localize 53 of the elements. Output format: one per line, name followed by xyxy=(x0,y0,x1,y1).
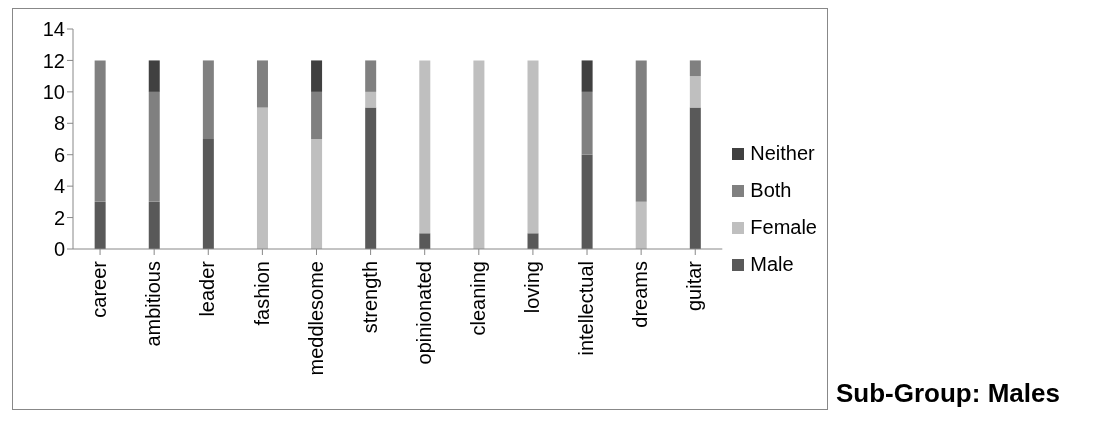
bar xyxy=(311,91,323,139)
legend-label: Male xyxy=(750,253,794,276)
y-tick-label: 12 xyxy=(42,49,65,72)
bar xyxy=(635,201,647,249)
x-tick-label: opinionated xyxy=(412,261,435,365)
bar xyxy=(581,91,593,155)
bar xyxy=(311,60,323,92)
bar xyxy=(148,60,160,92)
bar xyxy=(94,60,106,202)
y-tick-label: 8 xyxy=(53,112,65,135)
y-tick-label: 4 xyxy=(53,175,65,198)
bar xyxy=(148,201,160,249)
bar xyxy=(202,60,214,139)
legend-label: Female xyxy=(750,216,817,239)
x-tick-label: leader xyxy=(196,260,219,317)
bar xyxy=(581,154,593,249)
bar xyxy=(256,60,268,108)
bar xyxy=(365,60,377,92)
bar xyxy=(311,139,323,249)
x-tick-label: guitar xyxy=(683,260,706,312)
bar xyxy=(689,107,701,249)
bar xyxy=(365,91,377,108)
x-tick-label: ambitious xyxy=(142,261,165,347)
x-tick-label: strength xyxy=(358,261,381,334)
x-tick-label: loving xyxy=(521,261,544,314)
x-tick-label: meddlesome xyxy=(304,261,327,376)
text: Sub-Group: Males xyxy=(836,378,1060,409)
bar xyxy=(473,60,485,249)
y-tick-label: 14 xyxy=(42,18,65,41)
bar xyxy=(94,201,106,249)
bar xyxy=(689,76,701,108)
legend-label: Both xyxy=(750,179,792,202)
x-tick-label: career xyxy=(88,260,111,318)
bar xyxy=(202,139,214,249)
bar xyxy=(527,233,539,249)
bar xyxy=(419,60,431,234)
x-tick-label: cleaning xyxy=(467,261,490,336)
x-tick-label: fashion xyxy=(250,261,273,326)
x-tick-label: dreams xyxy=(629,261,652,328)
bar xyxy=(419,233,431,249)
y-tick-label: 0 xyxy=(53,238,65,261)
legend-label: Neither xyxy=(750,142,815,165)
bar xyxy=(581,60,593,92)
x-tick-label: intellectual xyxy=(575,261,598,356)
bar xyxy=(148,91,160,202)
bar xyxy=(635,60,647,202)
bar xyxy=(527,60,539,234)
bar xyxy=(256,107,268,249)
y-tick-label: 2 xyxy=(53,206,65,229)
y-tick-label: 6 xyxy=(53,143,65,166)
bar xyxy=(689,60,701,77)
y-tick-label: 10 xyxy=(42,80,65,103)
bar xyxy=(365,107,377,249)
